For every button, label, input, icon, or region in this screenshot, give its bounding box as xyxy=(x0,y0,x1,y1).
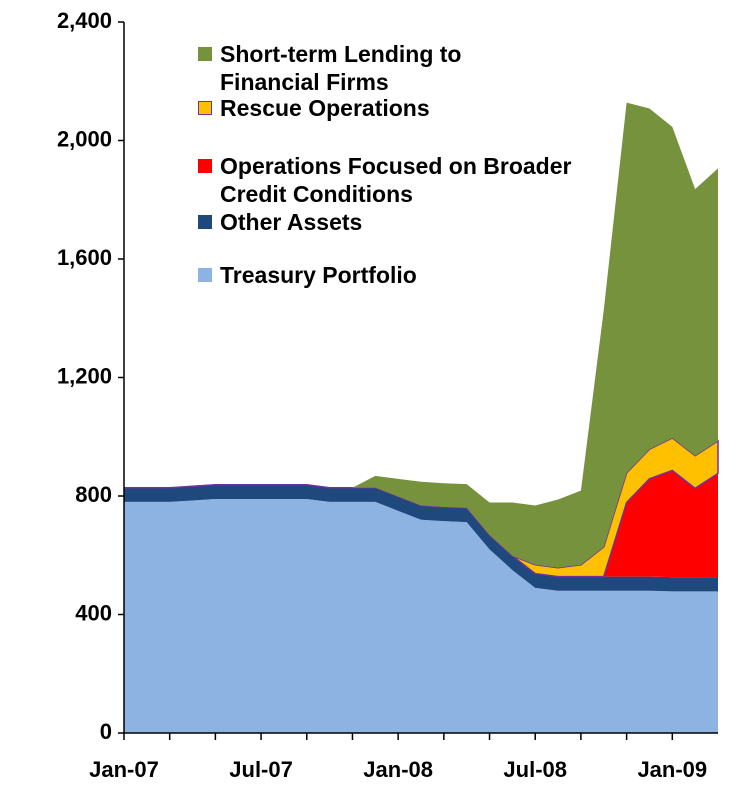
x-tick-label: Jul-08 xyxy=(503,757,567,782)
legend-item: Other Assets xyxy=(198,208,598,236)
legend-label: Rescue Operations xyxy=(220,95,430,121)
legend-item: Rescue Operations xyxy=(198,94,598,122)
legend-label: Other Assets xyxy=(220,209,363,235)
area xyxy=(124,470,718,578)
x-tick-label: Jan-09 xyxy=(637,757,707,782)
legend: Short-term Lending to Financial Firms Res… xyxy=(198,40,598,289)
y-tick-label: 2,000 xyxy=(57,126,112,151)
legend-swatch xyxy=(198,215,212,229)
area xyxy=(124,498,718,733)
y-tick-label: 400 xyxy=(75,600,112,625)
legend-label: Operations Focused on Broader Credit Con… xyxy=(220,153,572,207)
legend-swatch xyxy=(198,159,212,173)
area xyxy=(124,437,719,578)
legend-swatch xyxy=(198,268,212,282)
legend-label: Treasury Portfolio xyxy=(220,262,417,288)
legend-swatch xyxy=(198,101,212,115)
area xyxy=(124,102,718,568)
x-tick-label: Jan-07 xyxy=(89,757,159,782)
x-tick-label: Jul-07 xyxy=(229,757,293,782)
legend-swatch xyxy=(198,47,212,61)
legend-item: Treasury Portfolio xyxy=(198,261,598,289)
legend-label: Short-term Lending to Financial Firms xyxy=(220,41,462,95)
y-tick-label: 1,600 xyxy=(57,245,112,270)
legend-item: Short-term Lending to Financial Firms xyxy=(198,40,540,96)
y-tick-label: 0 xyxy=(100,719,112,744)
y-tick-label: 800 xyxy=(75,482,112,507)
y-tick-label: 2,400 xyxy=(57,8,112,33)
y-tick-label: 1,200 xyxy=(57,363,112,388)
x-tick-label: Jan-08 xyxy=(363,757,433,782)
legend-item: Operations Focused on Broader Credit Con… xyxy=(198,152,598,208)
